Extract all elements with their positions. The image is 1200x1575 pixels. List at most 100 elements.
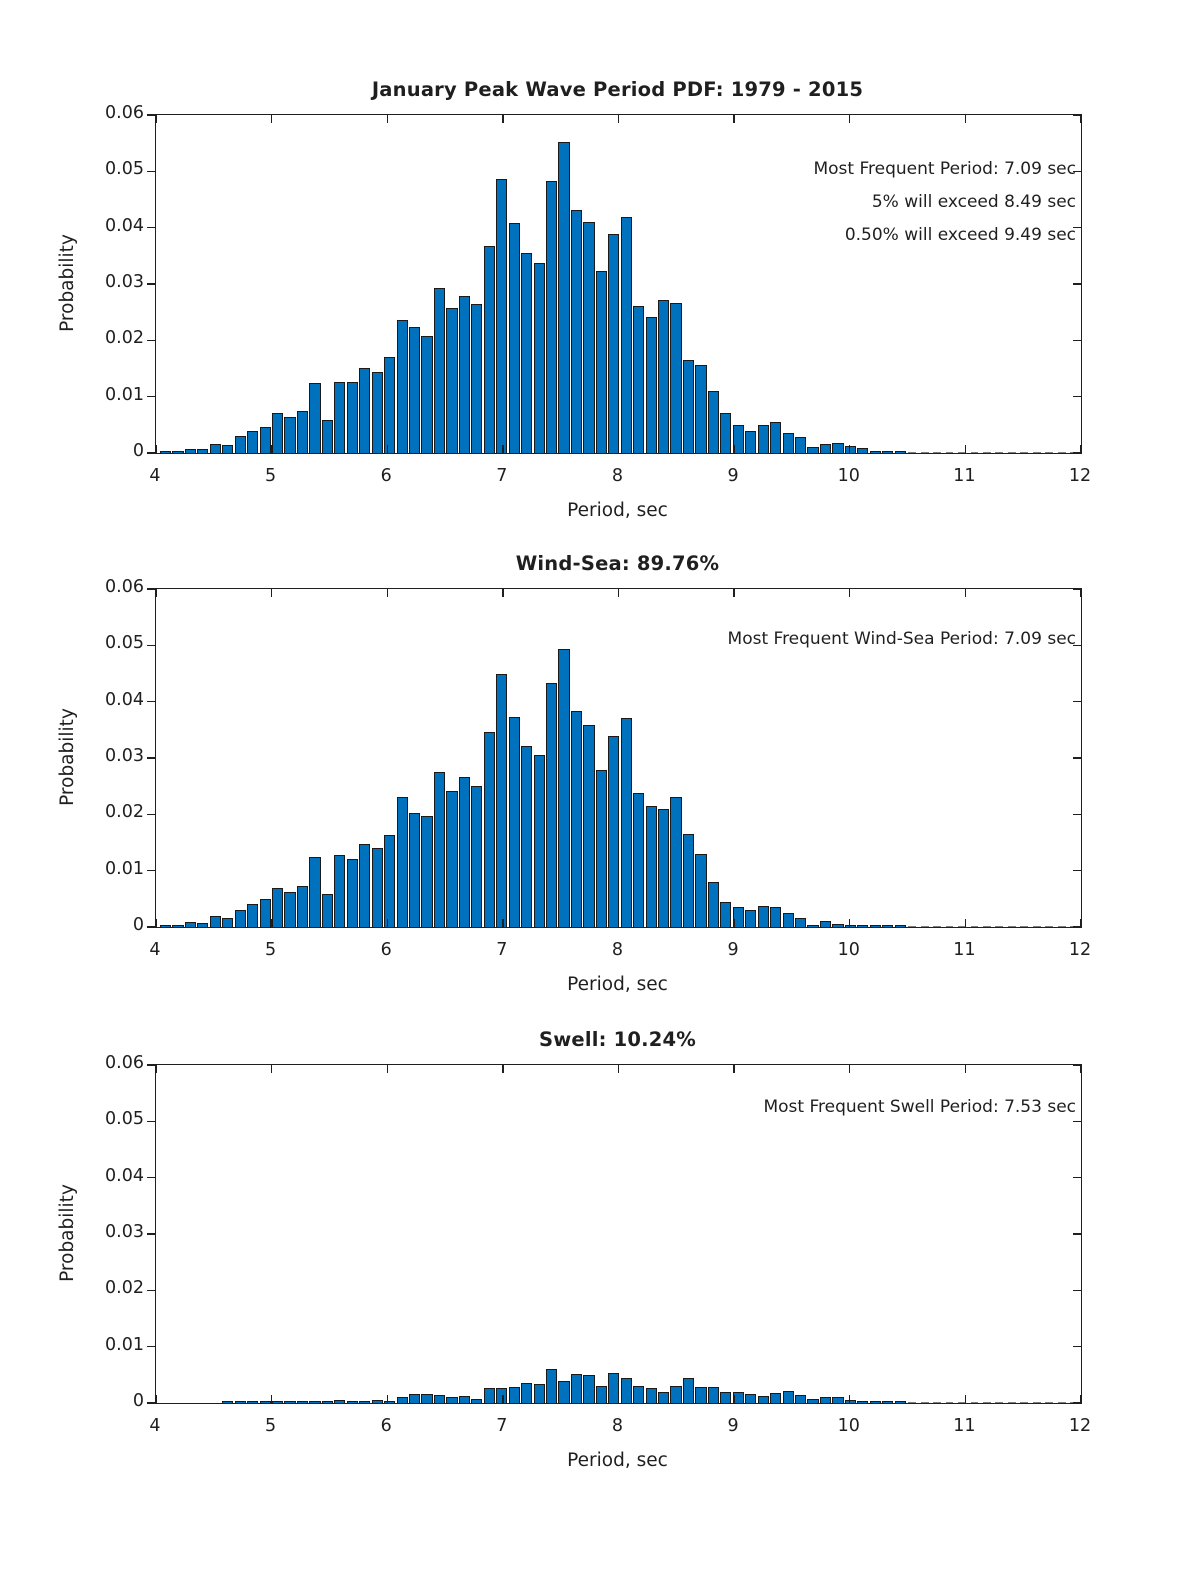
x-tick-mark bbox=[849, 445, 851, 453]
plot-area: Most Frequent Wind-Sea Period: 7.09 sec bbox=[147, 588, 1082, 928]
histogram-bar bbox=[707, 390, 720, 453]
x-tick-mark-top bbox=[155, 589, 157, 597]
x-tick-label: 10 bbox=[837, 940, 860, 960]
empty-bin-dash bbox=[945, 925, 954, 927]
x-tick-mark-top bbox=[733, 115, 735, 123]
histogram-bar bbox=[558, 141, 570, 453]
y-tick-label: 0.05 bbox=[105, 633, 144, 654]
histogram-bar bbox=[259, 899, 271, 927]
x-tick-label: 12 bbox=[1068, 940, 1092, 960]
empty-bin-dash bbox=[995, 925, 1004, 927]
histogram-bar bbox=[184, 921, 197, 927]
x-tick-label: 5 bbox=[265, 940, 277, 960]
histogram-bar bbox=[346, 859, 358, 927]
x-tick-mark-top bbox=[617, 589, 620, 597]
histogram-bar bbox=[496, 1388, 508, 1403]
histogram-bar bbox=[770, 906, 782, 927]
histogram-bar bbox=[197, 449, 209, 453]
empty-bin-dash bbox=[970, 1401, 979, 1403]
x-tick-label: 6 bbox=[380, 1416, 392, 1436]
histogram-bar bbox=[284, 892, 296, 927]
empty-bin-dash bbox=[995, 1401, 1004, 1403]
histogram-bar bbox=[458, 1395, 470, 1403]
histogram-bar bbox=[172, 925, 184, 927]
y-tick-mark bbox=[147, 644, 155, 647]
histogram-bar bbox=[819, 921, 832, 927]
histogram-bar bbox=[620, 217, 632, 453]
x-tick-mark-top bbox=[733, 1065, 735, 1073]
histogram-bar bbox=[371, 372, 383, 453]
histogram-bar bbox=[197, 922, 209, 927]
x-tick-mark bbox=[502, 919, 504, 927]
x-tick-label: 8 bbox=[611, 1416, 624, 1436]
histogram-bar bbox=[869, 925, 881, 927]
empty-bin-dash bbox=[1032, 925, 1041, 927]
histogram-bar bbox=[259, 426, 271, 453]
y-tick-label: 0 bbox=[132, 441, 144, 461]
histogram-bar bbox=[384, 834, 396, 927]
x-tick-mark bbox=[155, 919, 157, 927]
x-tick-mark-top bbox=[155, 1065, 157, 1073]
x-tick-mark-top bbox=[386, 589, 388, 597]
histogram-bar bbox=[595, 769, 607, 927]
histogram-bar bbox=[396, 1396, 408, 1403]
x-tick-label: 7 bbox=[496, 1416, 508, 1436]
y-tick-mark bbox=[147, 813, 155, 816]
x-tick-label: 12 bbox=[1068, 1416, 1092, 1436]
histogram-bar bbox=[583, 222, 595, 453]
histogram-bar bbox=[720, 1392, 732, 1403]
histogram-bar bbox=[271, 1401, 284, 1403]
histogram-bar bbox=[222, 445, 234, 453]
histogram-bar bbox=[645, 806, 657, 927]
annotation-halfpct-exceed: 0.50% will exceed 9.49 sec bbox=[844, 225, 1076, 245]
x-tick-mark bbox=[155, 445, 157, 453]
y-tick-mark bbox=[147, 114, 155, 116]
x-tick-mark bbox=[964, 445, 967, 453]
y-tick-mark-right bbox=[1073, 869, 1081, 872]
empty-bin-dash bbox=[1057, 451, 1066, 453]
histogram-bar bbox=[433, 1395, 446, 1403]
y-tick-mark-right bbox=[1073, 1120, 1081, 1123]
histogram-bar bbox=[384, 1401, 396, 1403]
histogram-bar bbox=[807, 446, 819, 453]
empty-bin-dash bbox=[933, 925, 941, 927]
histogram-bar bbox=[745, 910, 757, 927]
x-tick-mark-top bbox=[386, 115, 388, 123]
x-tick-label: 9 bbox=[727, 466, 739, 486]
histogram-bar bbox=[521, 252, 533, 453]
histogram-bar bbox=[658, 1391, 670, 1403]
x-tick-label: 5 bbox=[265, 1416, 277, 1436]
histogram-bar bbox=[757, 424, 769, 453]
histogram-bar bbox=[446, 1396, 458, 1403]
histogram-bar bbox=[296, 411, 309, 453]
histogram-bar bbox=[247, 1401, 259, 1403]
annotation-most-frequent: Most Frequent Period: 7.09 sec bbox=[813, 159, 1076, 179]
histogram-bar bbox=[658, 809, 670, 927]
histogram-bar bbox=[732, 907, 744, 927]
x-tick-mark-top bbox=[502, 115, 504, 123]
histogram-bar bbox=[396, 796, 408, 927]
histogram-bar bbox=[247, 431, 259, 453]
histogram-bar bbox=[857, 1401, 869, 1403]
empty-bin-dash bbox=[920, 1401, 929, 1403]
histogram-bar bbox=[832, 442, 844, 453]
histogram-bar bbox=[234, 435, 246, 453]
x-tick-label: 5 bbox=[265, 466, 277, 486]
histogram-bar bbox=[757, 906, 769, 927]
histogram-bar bbox=[309, 383, 321, 453]
empty-bin-dash bbox=[1057, 925, 1066, 927]
histogram-bar bbox=[869, 451, 881, 453]
x-tick-mark-top bbox=[849, 1065, 851, 1073]
empty-bin-dash bbox=[908, 451, 917, 453]
y-tick-mark bbox=[147, 1064, 155, 1066]
empty-bin-dash bbox=[908, 1401, 917, 1403]
histogram-bar bbox=[583, 725, 595, 927]
histogram-bar bbox=[545, 682, 558, 927]
x-tick-mark bbox=[386, 919, 388, 927]
histogram-bar bbox=[707, 881, 720, 927]
x-tick-label: 11 bbox=[953, 940, 976, 960]
histogram-bar bbox=[695, 854, 707, 927]
empty-bin-dash bbox=[958, 451, 966, 453]
x-tick-mark bbox=[1080, 1395, 1082, 1403]
histogram-bar bbox=[894, 451, 906, 453]
